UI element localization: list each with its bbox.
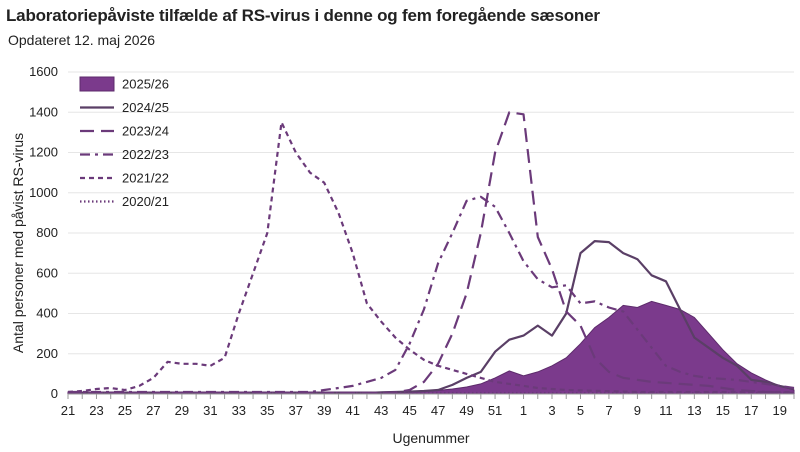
x-tick-label: 47 <box>431 403 445 418</box>
x-tick-label: 19 <box>773 403 787 418</box>
legend-label-2025-26: 2025/26 <box>122 77 169 92</box>
x-tick-label: 21 <box>61 403 75 418</box>
y-tick-label: 1600 <box>29 64 58 79</box>
gridlines <box>68 71 794 355</box>
chart-title: Laboratoriepåviste tilfælde af RS-virus … <box>6 6 600 25</box>
x-tick-label: 45 <box>402 403 416 418</box>
x-tick-label: 25 <box>118 403 132 418</box>
series-area-2025-26 <box>67 300 795 395</box>
x-tick-label: 13 <box>687 403 701 418</box>
x-tick-label: 15 <box>716 403 730 418</box>
legend: 2025/26 2024/25 2023/24 2022/23 2021/22 2020/… <box>79 76 169 209</box>
x-tick-label: 1 <box>520 403 527 418</box>
x-tick-label: 9 <box>634 403 641 418</box>
legend-label-2020-21: 2020/21 <box>122 194 169 209</box>
x-tick-label: 3 <box>548 403 555 418</box>
y-tick-label: 0 <box>51 386 58 401</box>
x-tick-label: 51 <box>488 403 502 418</box>
x-tick-label: 27 <box>146 403 160 418</box>
x-tick-label: 39 <box>317 403 331 418</box>
x-tick-label: 35 <box>260 403 274 418</box>
y-tick-label: 1200 <box>29 145 58 160</box>
chart-marks <box>67 111 795 395</box>
legend-label-2021-22: 2021/22 <box>122 171 169 186</box>
y-axis-title: Antal personer med påvist RS-virus <box>10 133 26 353</box>
y-tick-label: 400 <box>36 306 58 321</box>
y-tick-label: 600 <box>36 265 58 280</box>
legend-label-2023-24: 2023/24 <box>122 124 169 139</box>
y-tick-label: 800 <box>36 225 58 240</box>
y-tick-label: 1400 <box>29 104 58 119</box>
y-tick-label: 1000 <box>29 185 58 200</box>
x-tick-label: 41 <box>345 403 359 418</box>
series-line-2023-24 <box>68 111 795 395</box>
x-tick-label: 23 <box>89 403 103 418</box>
series-line-2021-22 <box>67 121 794 394</box>
x-tick-label: 49 <box>459 403 473 418</box>
y-tick-label: 200 <box>36 346 58 361</box>
x-tick-label: 17 <box>744 403 758 418</box>
x-tick-label: 31 <box>203 403 217 418</box>
x-tick-label: 33 <box>232 403 246 418</box>
x-axis-title: Ugenummer <box>392 430 469 446</box>
x-tick-label: 7 <box>605 403 612 418</box>
x-tick-label: 29 <box>175 403 189 418</box>
legend-swatch-2025-26 <box>79 76 115 92</box>
legend-label-2022-23: 2022/23 <box>122 147 169 162</box>
x-tick-label: 37 <box>289 403 303 418</box>
legend-label-2024-25: 2024/25 <box>122 100 169 115</box>
chart-subtitle: Opdateret 12. maj 2026 <box>8 32 156 48</box>
x-tick-label: 11 <box>659 403 673 418</box>
x-tick-label: 5 <box>577 403 584 418</box>
x-tick-label: 43 <box>374 403 388 418</box>
axes: 0 200 400 600 800 1000 1200 1400 1600 21 23 25 27 29 3… <box>29 64 795 418</box>
